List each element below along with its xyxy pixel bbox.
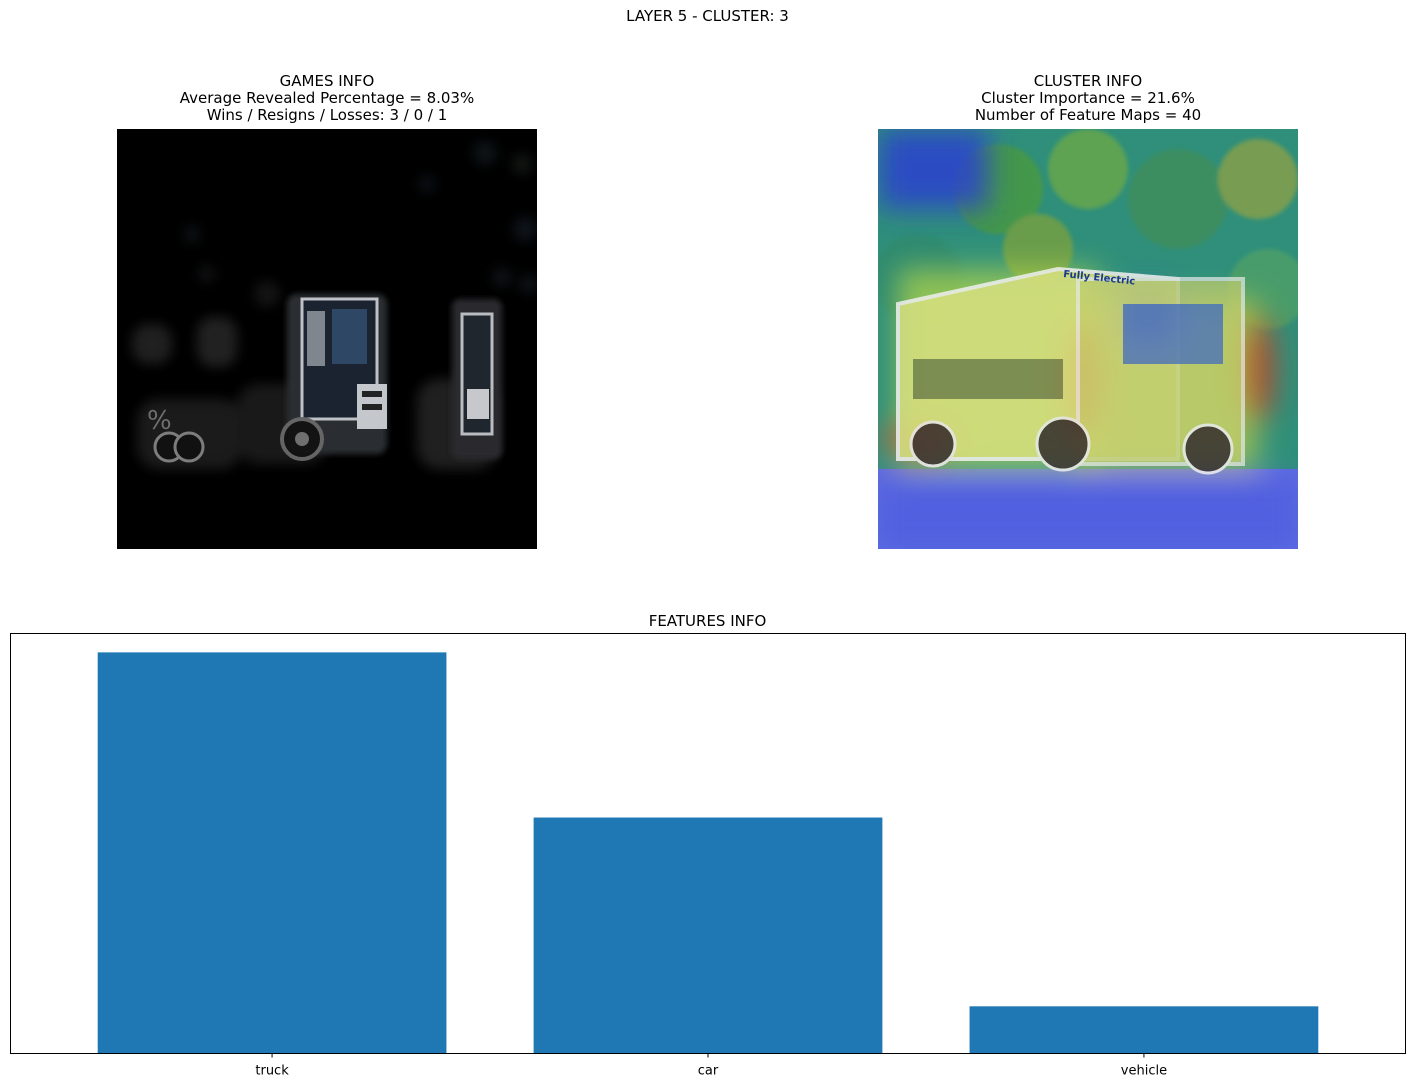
x-tick-label-vehicle: vehicle bbox=[1121, 1064, 1167, 1079]
games-info-results: Wins / Resigns / Losses: 3 / 0 / 1 bbox=[206, 106, 448, 124]
svg-text:%: % bbox=[147, 406, 172, 436]
cluster-feature-maps: Number of Feature Maps = 40 bbox=[974, 106, 1202, 124]
cluster-info-title-block: CLUSTER INFO Cluster Importance = 21.6% … bbox=[878, 73, 1298, 124]
cluster-importance: Cluster Importance = 21.6% bbox=[981, 89, 1195, 107]
x-tick-label-truck: truck bbox=[255, 1064, 289, 1079]
figure-suptitle: LAYER 5 - CLUSTER: 3 bbox=[626, 7, 789, 25]
x-tick-label-car: car bbox=[698, 1064, 719, 1079]
masked-truck-image: % bbox=[117, 129, 537, 549]
truck-heatmap-image: Fully Electric bbox=[878, 129, 1298, 549]
bar-vehicle bbox=[969, 1006, 1319, 1054]
plot-frame bbox=[10, 633, 1406, 1054]
games-info-title: GAMES INFO bbox=[279, 72, 375, 90]
cluster-info-title: CLUSTER INFO bbox=[1033, 72, 1143, 90]
games-info-revealed-percentage: Average Revealed Percentage = 8.03% bbox=[179, 89, 475, 107]
games-info-title-block: GAMES INFO Average Revealed Percentage =… bbox=[117, 73, 537, 124]
chart-title: FEATURES INFO bbox=[649, 612, 767, 630]
bar-truck bbox=[97, 652, 447, 1054]
bar-car bbox=[533, 817, 883, 1054]
